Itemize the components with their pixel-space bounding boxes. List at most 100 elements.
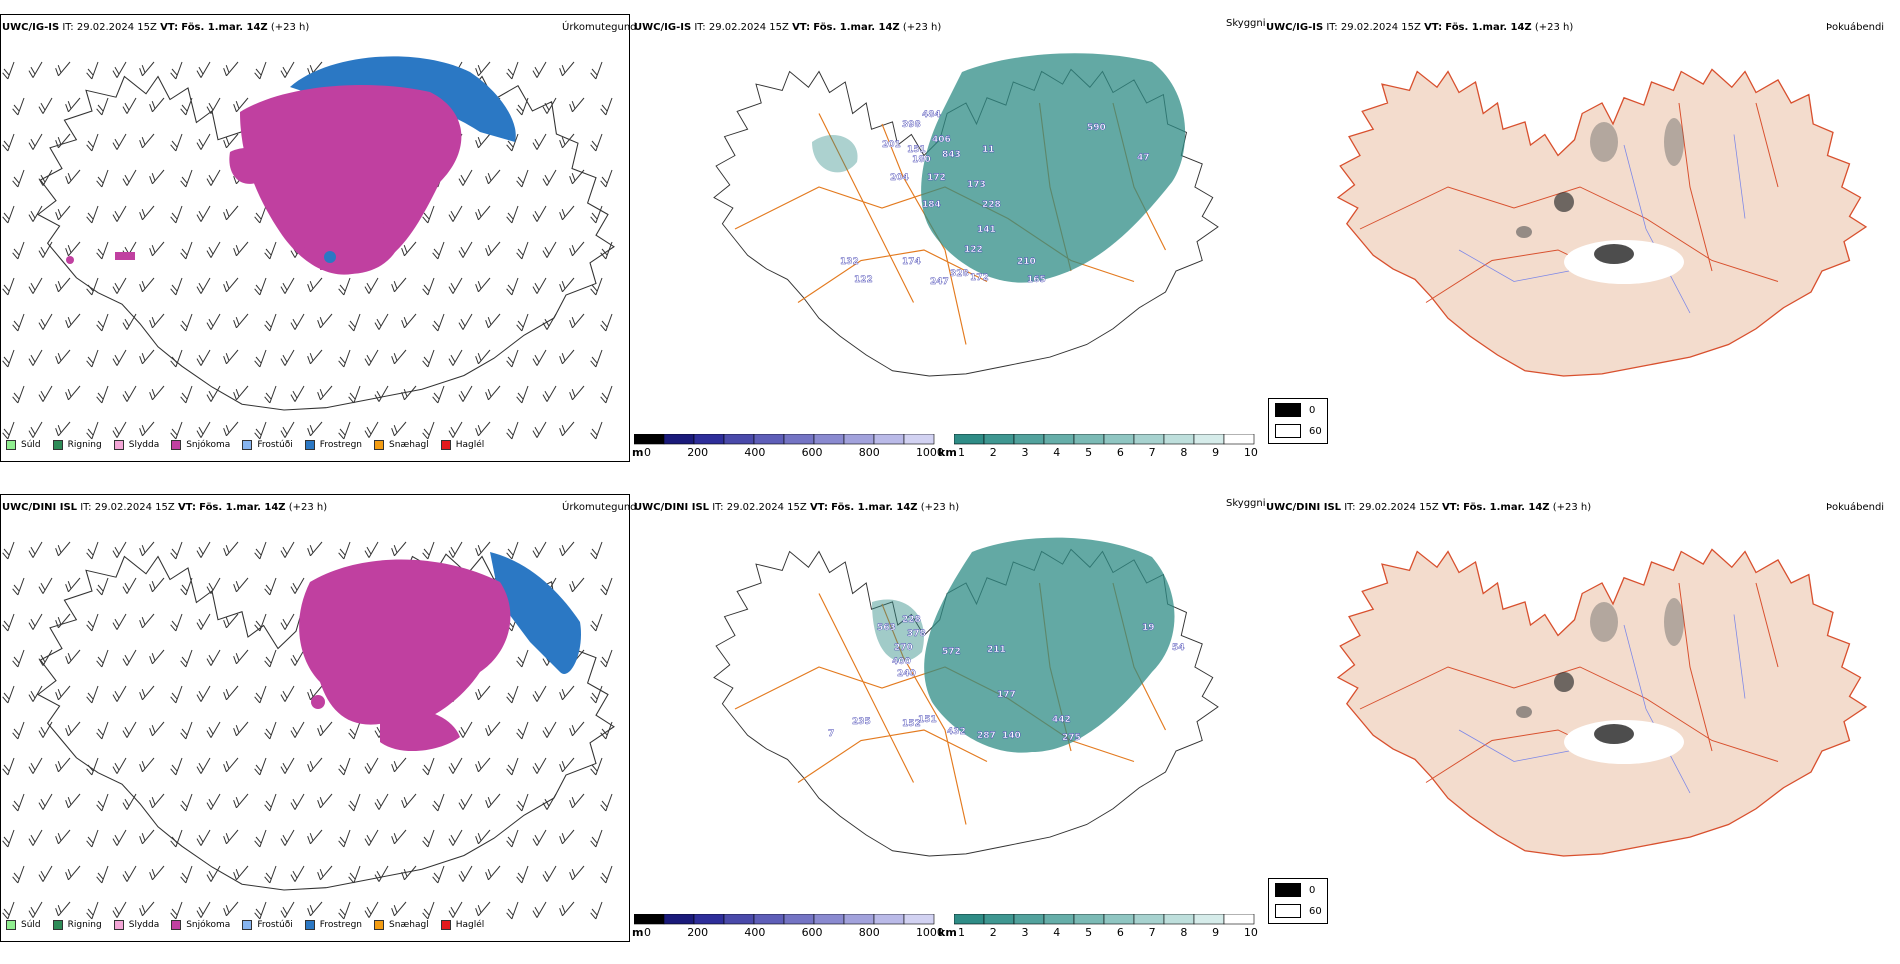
visibility-label: 165 bbox=[1027, 275, 1046, 285]
colorbar-swatch bbox=[1163, 914, 1195, 925]
wind-barb bbox=[420, 827, 435, 848]
wind-barb bbox=[84, 611, 99, 632]
wind-barb bbox=[278, 898, 295, 919]
wind-barb bbox=[252, 59, 267, 80]
colorbar-swatch bbox=[1073, 434, 1105, 445]
wind-barb bbox=[136, 201, 155, 221]
wind-barb bbox=[566, 789, 585, 809]
wind-barb bbox=[588, 827, 603, 848]
wind-barb bbox=[120, 382, 137, 403]
visibility-label: 122 bbox=[854, 275, 873, 285]
wind-barb bbox=[556, 417, 575, 437]
wind-barb bbox=[540, 718, 557, 739]
wind-barb bbox=[110, 754, 127, 775]
colorbar-tick: 600 bbox=[801, 446, 823, 459]
wind-barb bbox=[472, 681, 491, 701]
wind-barb bbox=[0, 59, 15, 80]
colorbar-swatch bbox=[1223, 914, 1255, 925]
m-colorbar-unit: m bbox=[632, 446, 644, 459]
wind-barb bbox=[168, 203, 183, 224]
wind-barb bbox=[472, 825, 491, 845]
wind-barb bbox=[304, 345, 323, 365]
visibility-label: 180 bbox=[912, 155, 931, 165]
wind-barb bbox=[52, 129, 71, 149]
visibility-label: 151 bbox=[907, 145, 926, 155]
wind-barb bbox=[178, 383, 193, 404]
legend-label: Slydda bbox=[128, 440, 160, 450]
wind-barb bbox=[530, 538, 547, 559]
wind-barb bbox=[220, 57, 239, 77]
wind-barb bbox=[168, 755, 183, 776]
wind-barb bbox=[84, 419, 99, 440]
colorbar-tick: 10 bbox=[1243, 926, 1258, 939]
wind-barb bbox=[0, 131, 15, 152]
wind-barb bbox=[540, 862, 557, 883]
visibility-map: 563 228 378 270 400 572 240 211 19 54 177 235 152151… bbox=[713, 537, 1219, 857]
wind-barb bbox=[336, 755, 351, 776]
wind-barb bbox=[94, 647, 109, 668]
wind-barb bbox=[52, 825, 71, 845]
wind-barb bbox=[10, 167, 25, 188]
km-colorbar-unit: km bbox=[938, 926, 957, 939]
wind-barb bbox=[588, 683, 603, 704]
colorbar-swatch bbox=[1223, 434, 1255, 445]
wind-barb bbox=[530, 754, 547, 775]
wind-barb bbox=[94, 719, 109, 740]
colorbar-tick: 1 bbox=[958, 446, 965, 459]
panel-fog: UWC/DINI ISL IT: 29.02.2024 15Z VT: Fös.… bbox=[1264, 494, 1900, 964]
wind-barb bbox=[136, 681, 155, 701]
legend-swatch bbox=[52, 920, 63, 930]
legend-label: Snæhagl bbox=[389, 920, 429, 930]
wind-barb bbox=[62, 309, 81, 329]
visibility-label: 228 bbox=[902, 615, 921, 625]
wind-barb bbox=[120, 862, 137, 883]
colorbar-tick: 800 bbox=[858, 926, 880, 939]
wind-barb bbox=[146, 381, 165, 401]
panel-precip-type: UWC/IG-IS IT: 29.02.2024 15Z VT: Fös. 1.… bbox=[0, 14, 637, 484]
colorbar-swatch bbox=[1073, 914, 1105, 925]
visibility-label: 843 bbox=[942, 150, 961, 160]
colorbar-tick: 400 bbox=[744, 446, 766, 459]
wind-barb bbox=[588, 59, 603, 80]
wind-barb bbox=[10, 647, 25, 668]
colorbar-tick: 0 bbox=[644, 926, 651, 939]
wind-barb bbox=[26, 754, 43, 775]
low-visibility-area bbox=[924, 537, 1175, 753]
colorbar-tick: 7 bbox=[1148, 446, 1156, 459]
wind-barb bbox=[36, 166, 53, 187]
wind-barb bbox=[94, 167, 109, 188]
m-colorbar-ticks: 0 200 400 600 800 1000 bbox=[644, 926, 944, 939]
wind-barb bbox=[504, 203, 519, 224]
wind-barb bbox=[62, 381, 81, 401]
visibility-label: 563 bbox=[877, 623, 896, 633]
colorbar-swatch bbox=[1193, 914, 1225, 925]
wind-barb bbox=[362, 898, 379, 919]
visibility-label: 442 bbox=[1052, 715, 1071, 725]
wind-barb bbox=[84, 347, 99, 368]
row-dini-isl: UWC/DINI ISL IT: 29.02.2024 15Z VT: Fös.… bbox=[0, 494, 1900, 964]
wind-barb bbox=[146, 93, 165, 113]
wind-barb bbox=[252, 419, 267, 440]
wind-barb bbox=[566, 381, 585, 401]
wind-barb bbox=[566, 861, 585, 881]
fog-map bbox=[1337, 548, 1867, 857]
colorbar-tick: 400 bbox=[744, 926, 766, 939]
wind-barb bbox=[278, 418, 295, 439]
wind-barb bbox=[10, 239, 25, 260]
wind-barb bbox=[556, 897, 575, 917]
wind-barb bbox=[36, 310, 53, 331]
wind-barb bbox=[168, 275, 183, 296]
wind-barb bbox=[262, 647, 277, 668]
colorbar-tick: 10 bbox=[1243, 446, 1258, 459]
wind-barb bbox=[94, 791, 109, 812]
fog-legend-item: 0 bbox=[1275, 883, 1315, 897]
colorbar-swatch bbox=[783, 914, 815, 925]
panel-title: Úrkomutegund bbox=[562, 502, 637, 513]
wind-barb bbox=[446, 418, 463, 439]
colorbar-swatch bbox=[783, 434, 815, 445]
wind-barb bbox=[220, 753, 239, 773]
wind-barb bbox=[146, 309, 165, 329]
wind-barb bbox=[456, 238, 473, 259]
legend-swatch bbox=[171, 440, 182, 450]
wind-barb bbox=[372, 310, 389, 331]
